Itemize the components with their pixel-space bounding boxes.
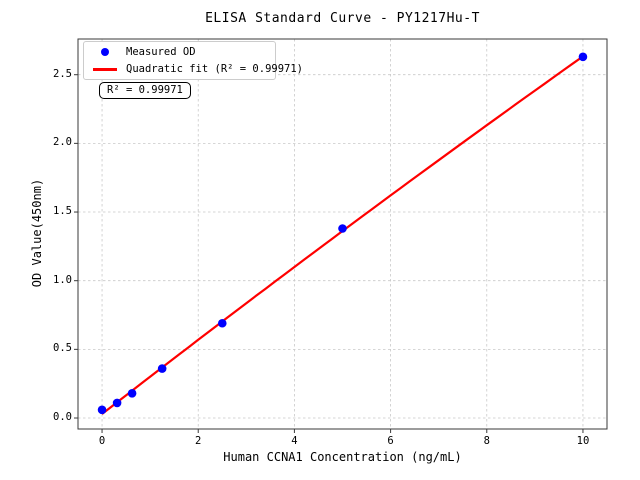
x-tick-label: 2 [195,435,202,447]
legend-entry-quadratic-fit: Quadratic fit (R² = 0.99971) [92,62,303,77]
x-axis-label: Human CCNA1 Concentration (ng/mL) [223,450,462,464]
x-tick-label: 0 [98,435,106,447]
x-tick-label: 4 [291,435,298,447]
x-tick-label: 8 [483,435,490,447]
y-tick-label: 2.0 [53,136,72,149]
y-tick-label: 2.5 [53,67,72,80]
y-tick-label: 0.5 [53,342,72,355]
red-line-marker-icon [93,67,117,71]
blue-dot-marker-icon [101,47,109,56]
y-tick-label: 1.5 [53,205,72,218]
legend-label-quadratic-fit: Quadratic fit (R² = 0.99971) [126,63,304,76]
x-tick-label: 6 [387,435,394,447]
legend: Measured OD Quadratic fit (R² = 0.99971) [83,41,303,80]
legend-swatch [92,67,118,71]
chart-title: ELISA Standard Curve - PY1217Hu-T [205,11,480,26]
x-tick-label: 10 [576,435,590,447]
legend-label-measured-od: Measured OD [126,45,196,58]
y-axis-label: OD Value(450nm) [30,178,44,288]
legend-swatch [92,47,118,56]
y-tick-label: 1.0 [53,273,72,286]
r-squared-annotation: R² = 0.99971 [99,82,191,99]
y-tick-label: 0.0 [53,411,72,423]
legend-entry-measured-od: Measured OD [92,44,267,59]
